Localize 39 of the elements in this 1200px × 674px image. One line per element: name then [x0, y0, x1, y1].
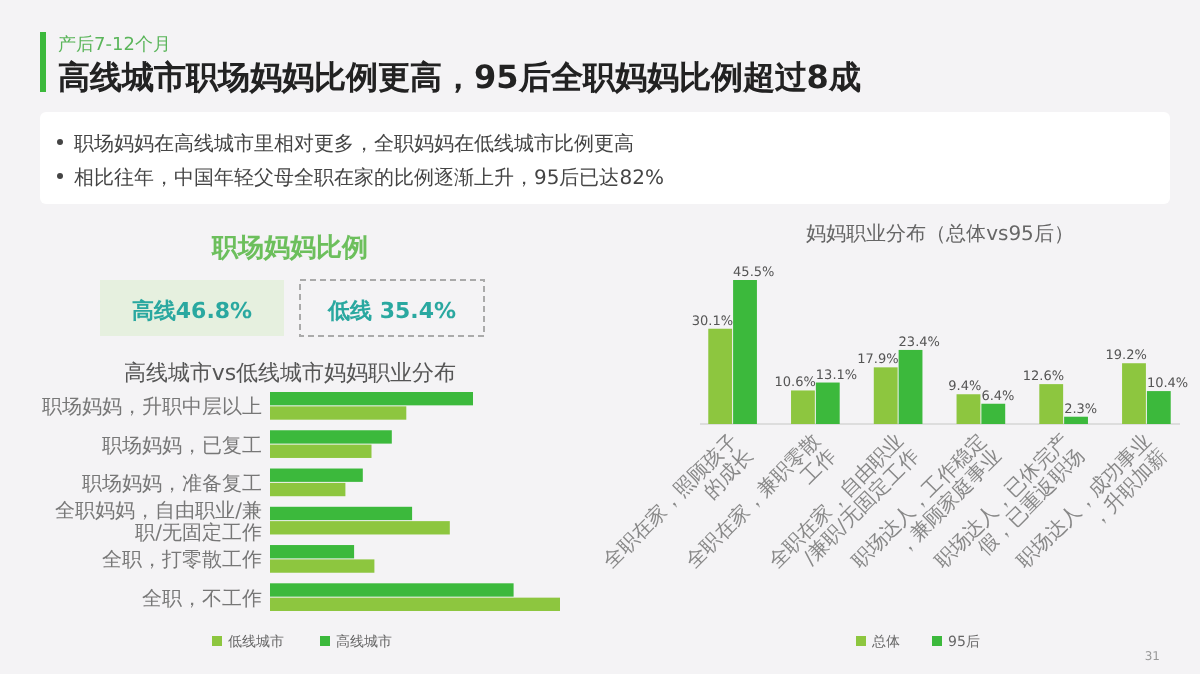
bar: [270, 521, 450, 535]
bar: [898, 349, 923, 424]
bar: [270, 506, 413, 521]
y-tick-label: 全职，不工作: [142, 586, 262, 611]
text: 低线 35.4%: [326, 298, 456, 324]
bar: [1064, 416, 1088, 424]
bar: [791, 390, 815, 424]
text: 职场妈妈在高线城市里相对更多，全职妈妈在低线城市比例更高: [74, 132, 634, 156]
bar: [981, 403, 1006, 424]
bar: [270, 583, 514, 597]
y-tick-label: 全职，打零散工作: [102, 548, 262, 573]
bar: [1146, 391, 1171, 424]
bar: [873, 367, 898, 424]
bar: [708, 328, 733, 424]
y-tick-label: 职场妈妈，准备复工: [82, 471, 262, 496]
bar: [270, 545, 355, 559]
text: 相比往年，中国年轻父母全职在家的比例逐渐上升，95后已达82%: [74, 166, 664, 190]
bar: [270, 444, 372, 458]
chart-title: 妈妈职业分布（总体vs95后）: [806, 222, 1074, 246]
bar: [270, 468, 363, 482]
bar: [1039, 384, 1064, 424]
bar: [733, 280, 757, 424]
y-tick-label: 职场妈妈，已复工: [102, 433, 262, 458]
bar: [1122, 363, 1146, 424]
bar: [270, 482, 346, 497]
text: 职场妈妈比例: [210, 234, 368, 264]
bar: [956, 394, 981, 424]
text: 高线城市职场妈妈比例更高，95后全职妈妈比例超过8成: [58, 58, 861, 96]
y-tick-label: 职场妈妈，升职中层以上: [42, 395, 262, 420]
bar: [270, 597, 560, 611]
bar: [270, 392, 473, 406]
text: 产后7-12个月: [58, 34, 171, 56]
bar: [815, 382, 840, 424]
bar: [270, 406, 407, 420]
bar: [270, 559, 375, 573]
bar: [270, 430, 392, 444]
chart-title: 高线城市vs低线城市妈妈职业分布: [123, 360, 457, 386]
y-tick-label: 全职妈妈，自由职业/兼职/无固定工作: [55, 499, 262, 546]
text: 高线46.8%: [131, 298, 253, 324]
